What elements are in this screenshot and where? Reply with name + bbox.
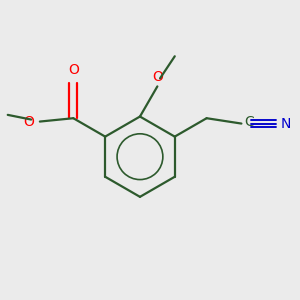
- Text: C: C: [244, 115, 254, 129]
- Text: O: O: [152, 70, 163, 84]
- Text: O: O: [24, 115, 34, 129]
- Text: N: N: [280, 117, 291, 130]
- Text: O: O: [68, 63, 79, 77]
